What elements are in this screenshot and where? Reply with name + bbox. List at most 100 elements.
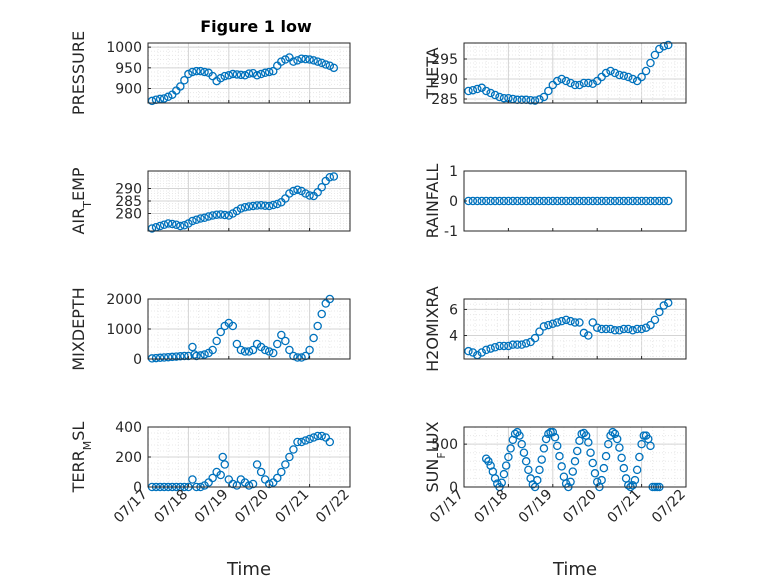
data-point	[281, 194, 290, 203]
data-point	[192, 351, 201, 361]
data-point	[624, 196, 633, 206]
x-tick-label: 07/19	[192, 487, 232, 527]
y-tick-label: 400	[115, 420, 142, 436]
data-point	[159, 220, 169, 229]
data-point	[180, 75, 189, 85]
data-point	[601, 324, 611, 334]
data-point	[180, 220, 189, 230]
data-point	[597, 475, 606, 485]
data-point	[216, 73, 225, 83]
data-point	[273, 339, 282, 349]
data-point	[317, 182, 326, 192]
data-point	[176, 221, 185, 231]
y-tick-label: 200	[115, 450, 142, 466]
data-point	[477, 196, 487, 206]
figure-title: Figure 1 low	[200, 17, 312, 36]
data-point	[172, 352, 181, 361]
data-point	[151, 353, 161, 363]
data-point	[615, 70, 624, 80]
subplot-5: 0 1000 2000 MIXDEPTH	[69, 287, 351, 371]
data-point	[561, 76, 571, 86]
data-point	[601, 68, 611, 78]
data-point	[570, 318, 580, 327]
data-point	[566, 477, 575, 487]
data-point	[544, 86, 553, 96]
data-point	[499, 196, 509, 206]
data-point	[268, 200, 278, 210]
data-point	[289, 445, 298, 454]
data-point	[163, 92, 173, 102]
data-point	[176, 352, 185, 361]
y-tick-label: 280	[115, 207, 142, 223]
data-point	[264, 479, 274, 489]
data-point	[232, 70, 242, 79]
data-point	[325, 61, 335, 71]
data-point	[208, 473, 217, 483]
data-point	[524, 465, 533, 475]
data-point	[495, 196, 504, 206]
data-point	[495, 92, 504, 102]
data-point	[317, 431, 326, 441]
data-point	[575, 80, 584, 90]
data-point	[305, 434, 314, 444]
data-point	[592, 196, 602, 206]
data-point	[216, 210, 225, 219]
data-point	[513, 340, 522, 349]
data-point	[630, 475, 640, 485]
x-axis-label: Time	[226, 559, 271, 580]
data-point	[236, 345, 246, 355]
data-point	[252, 460, 262, 469]
data-point	[464, 86, 473, 96]
data-point	[285, 345, 294, 355]
y-tick-label: -1	[444, 224, 458, 240]
y-tick-label: 6	[449, 302, 458, 318]
data-point	[188, 475, 197, 484]
y-tick-label: 2000	[106, 292, 142, 308]
data-point	[313, 431, 322, 441]
data-point	[601, 196, 611, 206]
data-point	[570, 196, 580, 206]
data-point	[167, 219, 177, 229]
data-point	[224, 211, 234, 220]
data-point	[544, 196, 553, 206]
data-point	[484, 457, 493, 466]
data-point	[248, 68, 258, 78]
data-point	[268, 348, 278, 358]
data-point	[172, 220, 181, 229]
data-point	[599, 463, 609, 473]
data-point	[305, 55, 314, 64]
data-point	[325, 437, 335, 447]
y-axis-label: H2OMIXRA	[423, 286, 442, 372]
y-tick-label: 500	[431, 437, 458, 453]
subplot-4: -1 0 1 RAINFALL	[423, 164, 687, 240]
data-point	[268, 66, 278, 76]
data-point	[481, 454, 491, 463]
data-point	[208, 71, 217, 81]
data-point	[584, 78, 593, 88]
data-point	[301, 54, 310, 64]
data-point	[297, 437, 306, 447]
y-tick-label: 0	[449, 194, 458, 210]
data-point	[606, 324, 615, 334]
data-point	[273, 199, 282, 209]
data-point	[646, 196, 655, 206]
data-point	[539, 444, 549, 453]
data-point	[557, 316, 566, 326]
data-point	[248, 201, 258, 211]
data-point	[515, 431, 524, 440]
data-point	[615, 196, 624, 206]
data-point	[592, 323, 602, 332]
data-point	[248, 345, 258, 355]
data-point	[497, 478, 506, 487]
data-point	[637, 439, 646, 449]
data-point	[579, 428, 589, 438]
data-point	[601, 451, 611, 461]
data-point	[530, 96, 540, 105]
data-point	[155, 221, 165, 231]
data-point	[277, 57, 286, 66]
data-point	[506, 444, 515, 453]
y-tick-label: 285	[431, 92, 458, 108]
data-point	[220, 71, 230, 81]
